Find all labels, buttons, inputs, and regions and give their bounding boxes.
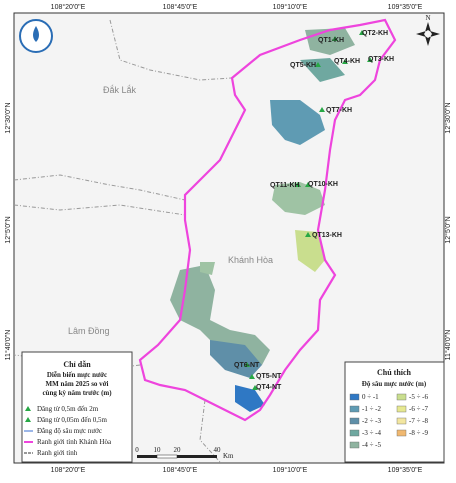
coord-label: 108°20'0"E [51,3,86,11]
station-label: QT2-KH [362,30,388,37]
station-label: QT5-NT [256,373,282,380]
depth-legend-subtitle: Độ sâu mực nước (m) [362,380,427,388]
legend-box [21,351,133,463]
depth-class: -5 ÷ -6 [409,393,429,401]
depth-legend-box [344,361,445,463]
scale-unit: Km [223,452,234,460]
station-label: QT13-KH [312,232,342,239]
coord-label: 12°30'0"N [444,102,452,133]
legend-item: Ranh giới tỉnh [37,449,78,457]
legend-symbol [25,417,31,422]
depth-class: -8 ÷ -9 [409,429,429,437]
scale-label: 10 [154,446,162,454]
legend-item: Dâng từ 0,05m đến 0,5m [37,416,107,424]
station-label: QT6-NT [234,362,260,369]
depth-legend-title: Chú thích [377,368,412,377]
legend-item: Đẳng độ sâu mực nước [37,427,102,435]
depth-swatch [349,441,360,449]
depth-swatch [396,417,407,425]
depth-swatch [396,405,407,413]
region-label: Khánh Hòa [228,255,273,265]
coord-label: 108°45'0"E [163,466,198,474]
legend-subtitle: cùng kỳ năm trước (m) [42,389,112,397]
coord-label: 12°5'0"N [444,216,452,243]
north-arrow: N [416,14,440,46]
depth-areas [170,28,355,412]
station-label: QT3-KH [368,56,394,63]
depth-swatch [349,405,360,413]
depth-class: -2 ÷ -3 [362,417,382,425]
north-label: N [425,14,430,22]
depth-swatch [349,417,360,425]
station-label: QT1-KH [318,37,344,44]
legend-title: Chỉ dẫn [63,360,91,369]
scale-label: 40 [214,446,222,454]
depth-swatch [349,429,360,437]
coord-label: 109°10'0"E [273,466,308,474]
depth-swatch [396,393,407,401]
coord-label: 108°20'0"E [51,466,86,474]
coord-label: 108°45'0"E [163,3,198,11]
coord-label: 11°40'0"N [444,330,452,361]
legend-subtitle: Diễn biến mực nước [47,371,107,379]
scale-label: 20 [174,446,182,454]
station-label: QT10-KH [308,181,338,188]
coord-label: 109°10'0"E [273,3,308,11]
depth-class: -3 ÷ -4 [362,429,382,437]
coord-label: 11°40'0"N [4,330,12,361]
scale-label: 0 [135,446,139,454]
khanh-hoa-boundary [138,18,397,422]
region-label: Lâm Đồng [68,326,110,336]
depth-swatch [396,429,407,437]
legend-item: Ranh giới tỉnh Khánh Hòa [37,438,112,446]
legend-subtitle: MM năm 2025 so với [46,380,109,388]
station-label: QT5-KH [290,62,316,69]
depth-swatch [349,393,360,401]
depth-class: -4 ÷ -5 [362,441,382,449]
depth-class: -1 ÷ -2 [362,405,382,413]
coord-label: 109°35'0"E [388,466,423,474]
station-label: QT11-KH [270,182,300,189]
depth-class: -6 ÷ -7 [409,405,429,413]
station-label: QT4-KH [334,58,360,65]
depth-class: -7 ÷ -8 [409,417,429,425]
coord-label: 12°30'0"N [4,102,12,133]
legend-item: Dâng từ 0,5m đến 2m [37,405,99,413]
station-label: QT7-KH [326,107,352,114]
depth-class: 0 ÷ -1 [362,393,379,401]
station-markers [244,30,373,390]
legend-symbol [25,406,31,411]
coord-label: 109°35'0"E [388,3,423,11]
logo-drop [33,26,39,42]
coord-label: 12°5'0"N [4,216,12,243]
region-label: Đắk Lắk [103,85,137,95]
scale-bar: 0 10 20 40 Km [135,446,234,460]
station-label: QT4-NT [256,384,282,391]
